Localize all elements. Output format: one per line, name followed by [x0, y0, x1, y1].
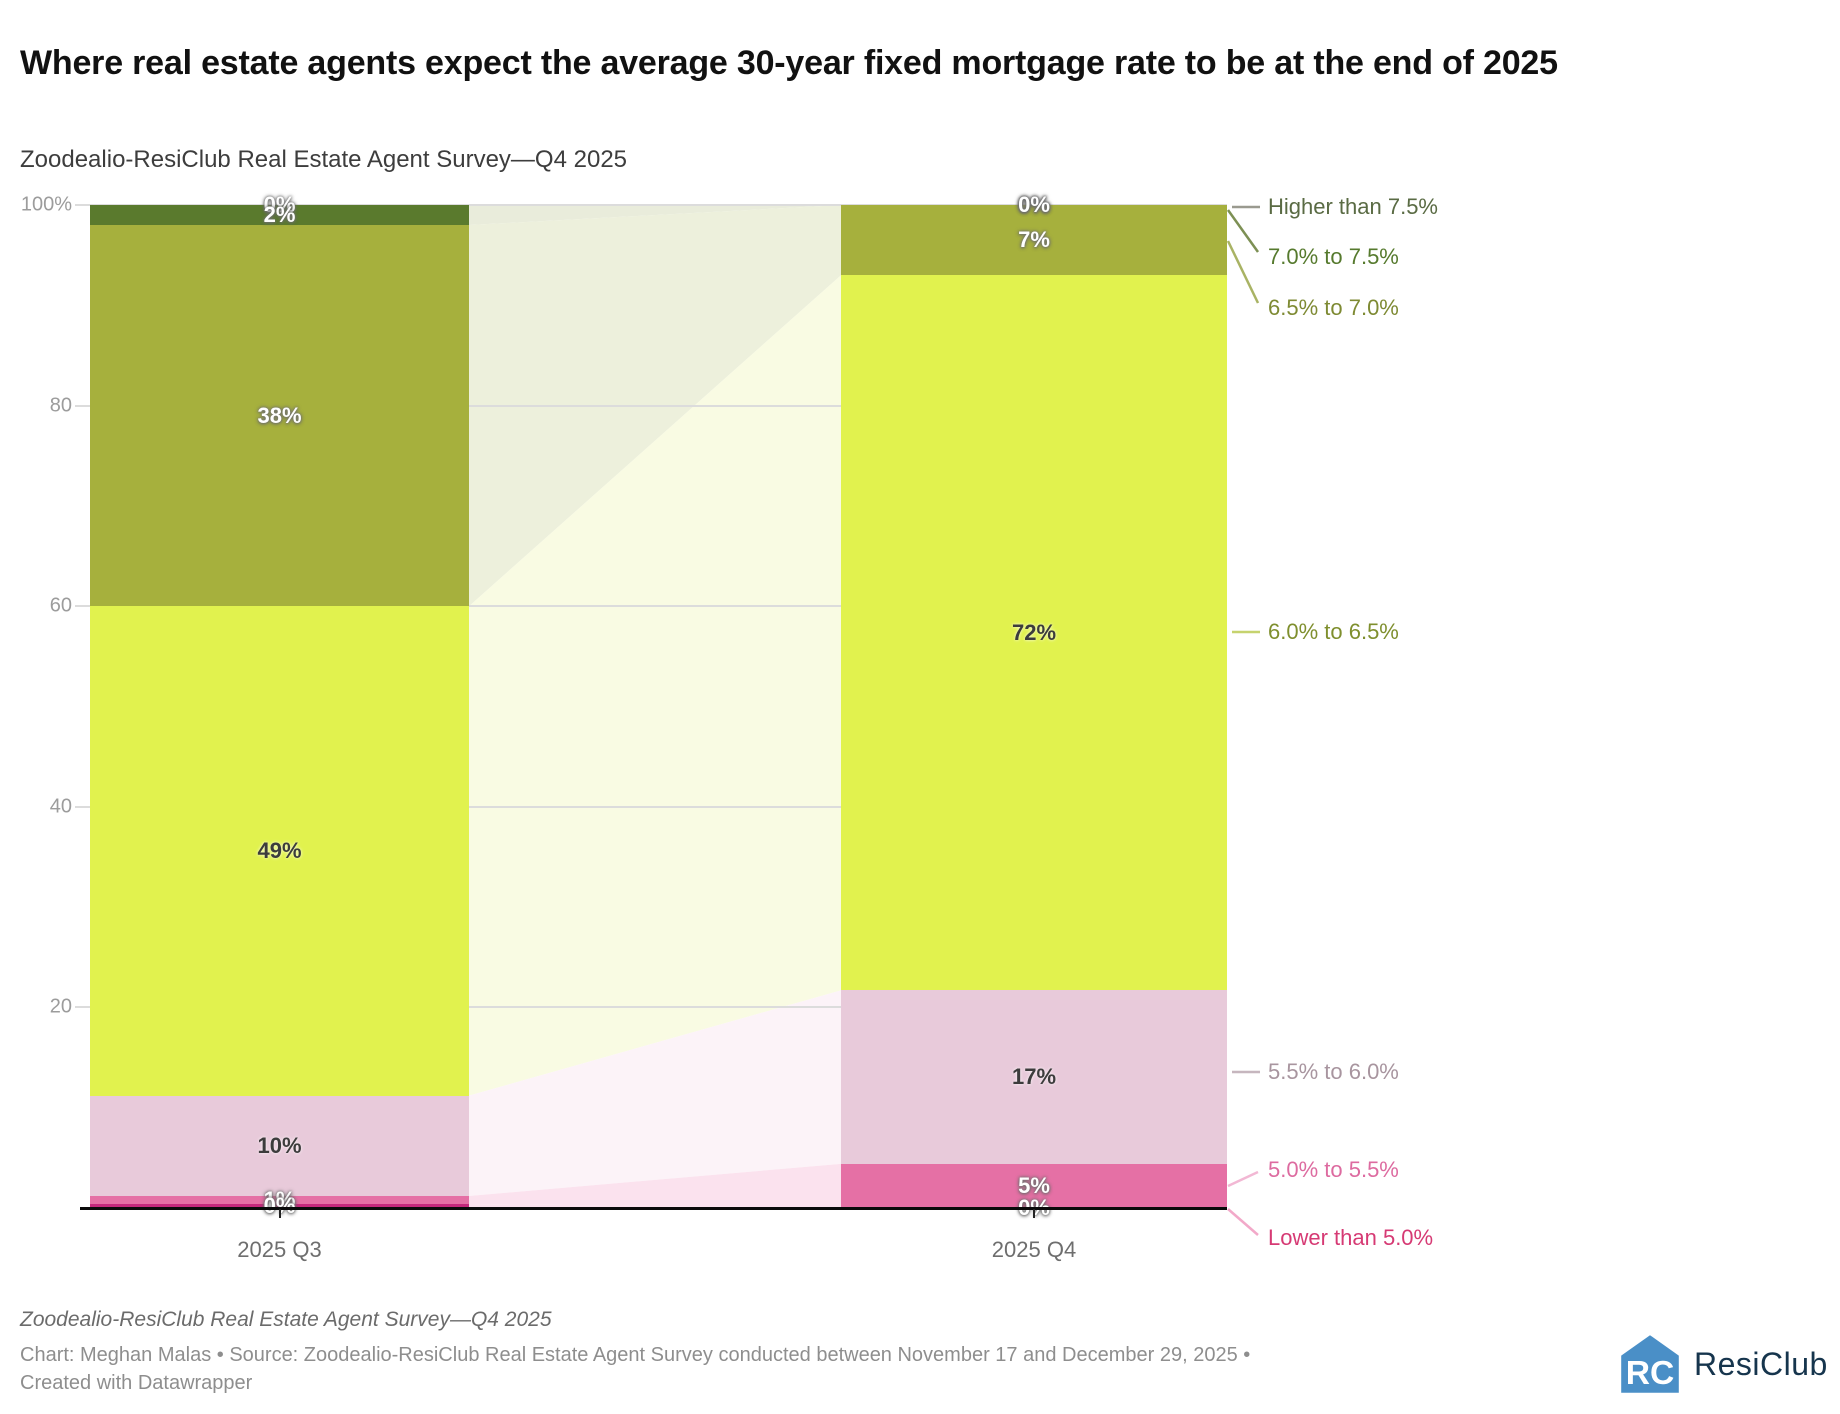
x-axis-baseline	[80, 1207, 1227, 1210]
bar-segment-2025-q4-4	[841, 275, 1227, 991]
gridline-20	[75, 1006, 1227, 1009]
y-axis-tick-label: 80	[49, 394, 72, 417]
legend-label-6: 5.0% to 5.5%	[1268, 1157, 1399, 1182]
x-axis-category-label: 2025 Q4	[991, 1237, 1077, 1262]
bar-segment-2025-q3-2	[90, 205, 469, 226]
connector-area-7	[469, 1203, 841, 1208]
legend-line	[1227, 1170, 1259, 1188]
legend-label-5: 5.5% to 6.0%	[1268, 1059, 1399, 1084]
bar-segment-2025-q4-6	[841, 1163, 1227, 1208]
bar-segment-2025-q3-3	[90, 225, 469, 607]
legend-line	[1226, 209, 1260, 253]
resiclub-logo: RC ResiClub	[1620, 1334, 1828, 1394]
x-axis-category-label: 2025 Q3	[237, 1237, 322, 1262]
x-axis-tickmark	[278, 1209, 281, 1218]
chart-subtitle: Zoodealio-ResiClub Real Estate Agent Sur…	[20, 146, 628, 173]
y-axis-tick-label: 60	[49, 594, 72, 617]
bar-segment-2025-q3-5	[90, 1095, 469, 1196]
svg-text:RC: RC	[1626, 1355, 1675, 1392]
footer-byline: Chart: Meghan Malas • Source: Zoodealio-…	[20, 1344, 1251, 1394]
gridline-80	[75, 404, 1227, 407]
gridline-100	[75, 204, 1227, 206]
resiclub-logo-text: ResiClub	[1694, 1345, 1828, 1382]
footer-note: Zoodealio-ResiClub Real Estate Agent Sur…	[20, 1308, 552, 1331]
bar-segment-2025-q3-6	[90, 1195, 469, 1204]
gridline-40	[75, 805, 1227, 808]
connector-area-6	[469, 1163, 841, 1208]
y-axis-tick-label: 100%	[20, 193, 72, 216]
legend-label-1: Higher than 7.5%	[1268, 194, 1438, 219]
resiclub-house-icon: RC	[1621, 1335, 1679, 1393]
y-axis-tick-label: 20	[49, 995, 72, 1018]
legend-label-4: 6.0% to 6.5%	[1268, 619, 1399, 644]
connector-area-5	[469, 990, 841, 1196]
legend-connector-lines	[1226, 205, 1260, 1236]
bar-segment-2025-q4-5	[841, 990, 1227, 1164]
legend-label-2: 7.0% to 7.5%	[1268, 244, 1399, 269]
connector-areas	[469, 205, 841, 1208]
legend-line	[1227, 1208, 1259, 1236]
bar-segment-2025-q3-7	[90, 1203, 469, 1208]
gridline-60	[75, 605, 1227, 608]
bar-segment-2025-q3-4	[90, 606, 469, 1096]
connector-area-4	[469, 275, 841, 1096]
x-axis-tickmark	[1033, 1209, 1035, 1218]
y-axis-tick-label: 40	[49, 795, 72, 818]
stacked-column-chart: 100% 80 60 40 20 0% 2% 38% 49% 10% 1% 0% 0% 0% 7% 72% 17…	[20, 192, 1438, 1262]
legend-line	[1226, 240, 1260, 304]
legend-label-7: Lower than 5.0%	[1268, 1225, 1434, 1250]
page-title: Where real estate agents expect the aver…	[20, 43, 1558, 82]
legend-label-3: 6.5% to 7.0%	[1268, 295, 1399, 320]
bar-segment-2025-q4-3	[841, 205, 1227, 276]
